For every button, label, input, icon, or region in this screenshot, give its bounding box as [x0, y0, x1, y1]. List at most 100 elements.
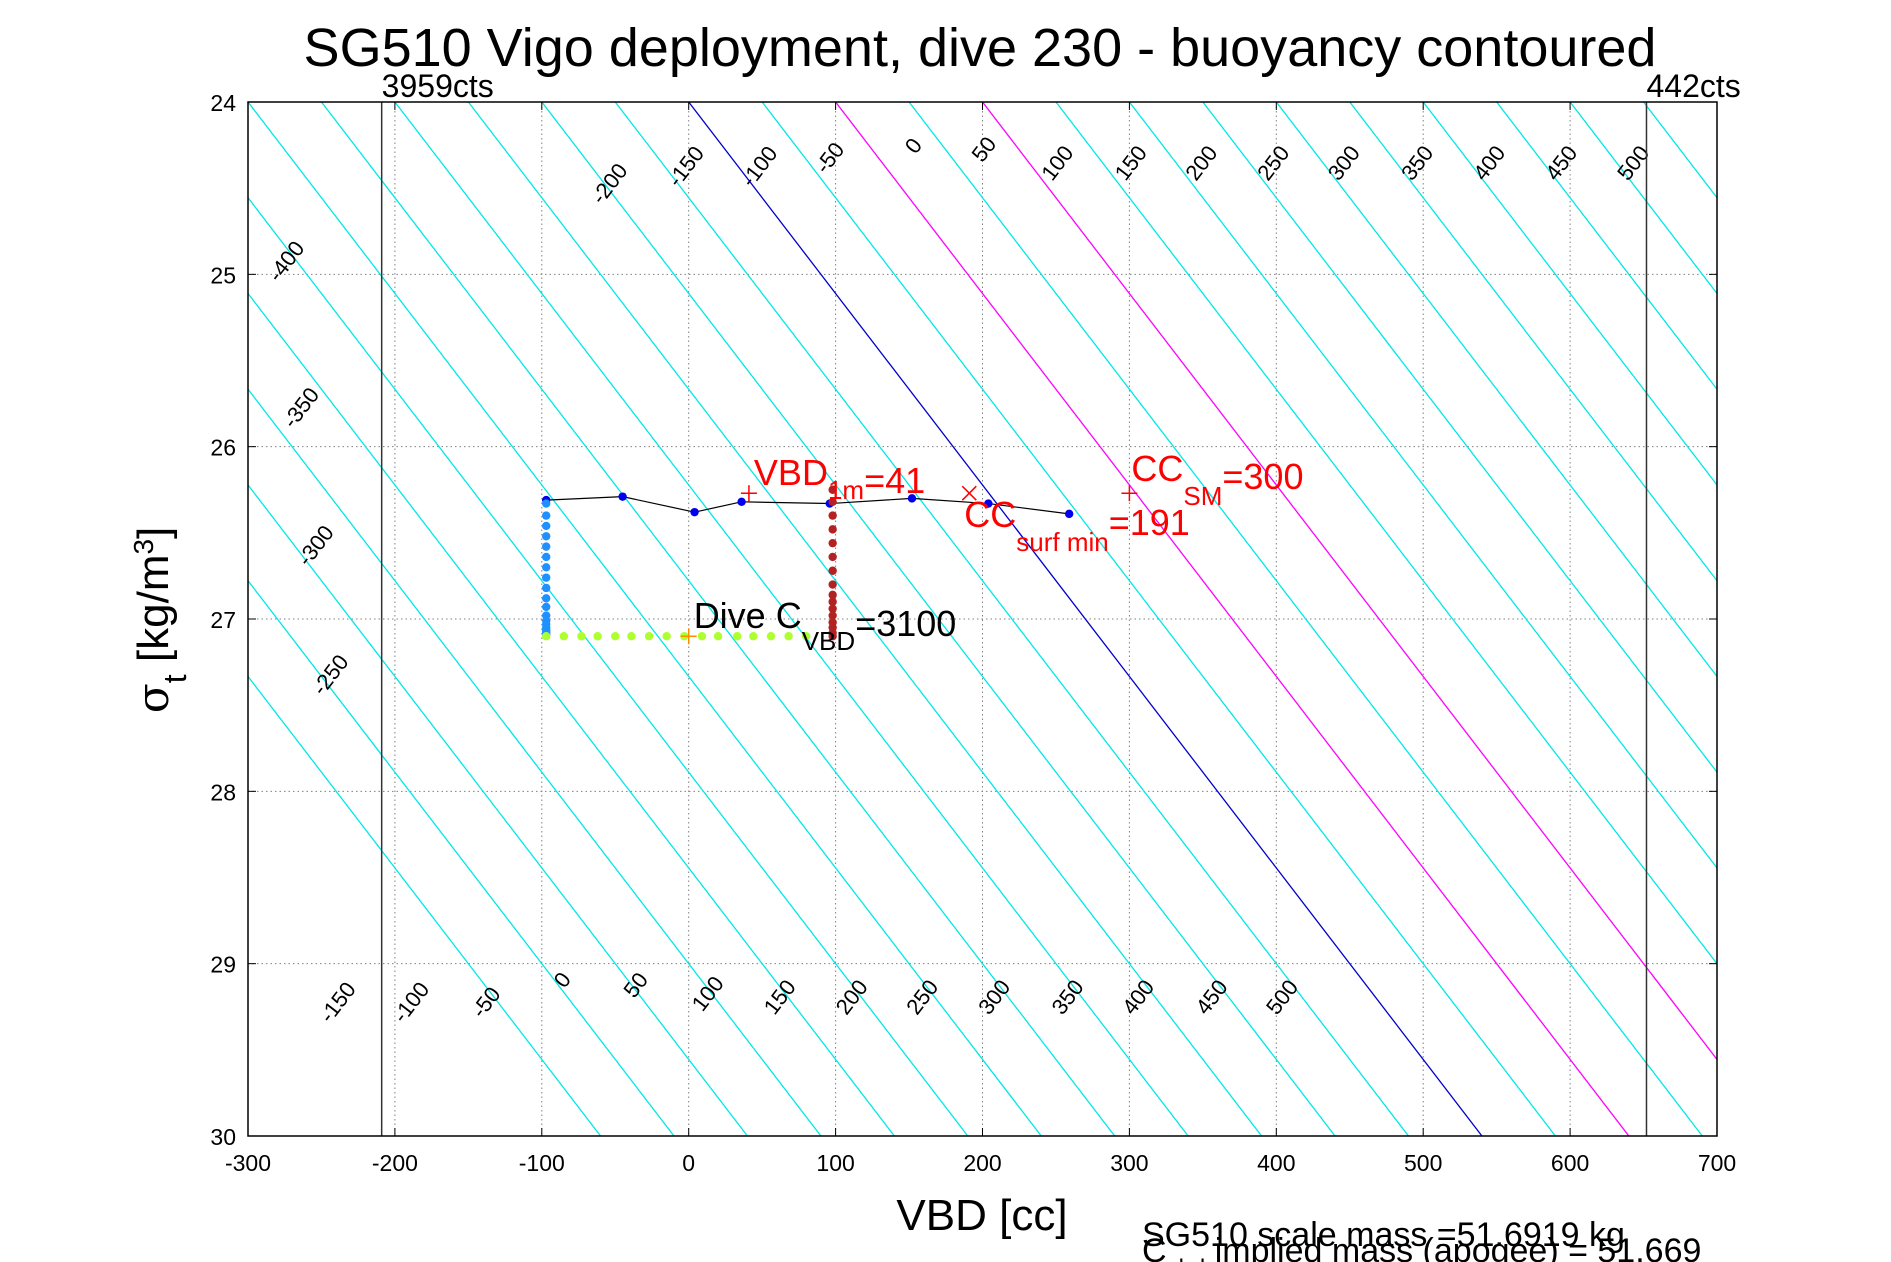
data-point: [697, 632, 707, 641]
data-point: [828, 597, 837, 606]
data-point: [662, 632, 671, 641]
contour-line: [761, 102, 1556, 1136]
marker-label: CCsurf min=191: [964, 494, 1190, 557]
contour-line: [981, 102, 1717, 1061]
data-point: [766, 632, 776, 641]
contour-line: [248, 483, 748, 1136]
marker-label-value: =191: [1109, 502, 1190, 543]
contour-line: [1275, 102, 1717, 678]
data-point: [542, 594, 551, 603]
contour-label: 350: [1047, 975, 1089, 1019]
x-tick-label: 0: [682, 1150, 695, 1176]
x-tick-label: 300: [1110, 1150, 1148, 1176]
data-point: [732, 632, 742, 641]
contour-line: [1202, 102, 1717, 774]
marker-label-value: =3100: [855, 603, 956, 644]
contour-label: 450: [1190, 975, 1232, 1019]
svg-text:σt [kg/m3]: σt [kg/m3]: [128, 527, 194, 714]
marker-label: CCSM=300: [1131, 448, 1303, 511]
data-series: [542, 485, 1074, 641]
contour-label: 300: [973, 975, 1015, 1019]
contour-line: [1128, 102, 1717, 869]
contour-label: 400: [1117, 975, 1159, 1019]
data-point: [737, 497, 746, 507]
data-point: [577, 632, 586, 641]
grid: [247, 101, 1718, 1137]
contour-label: 450: [1540, 141, 1582, 185]
data-point: [828, 632, 837, 641]
climb-line: [546, 496, 1070, 515]
data-point: [618, 492, 627, 501]
data-point: [627, 632, 636, 641]
contour-line: [1422, 102, 1717, 487]
contour-label: 150: [759, 975, 801, 1019]
contour-labels: -400 -350 -300 -250 -200 -150 -100 -50 0 50 100 150…: [263, 132, 1654, 1027]
y-label-sub: t: [157, 674, 193, 683]
contour-label: 0: [900, 133, 927, 158]
contour-label: -400: [263, 236, 310, 286]
data-point: [828, 580, 837, 589]
marker-label-sub: VBD: [802, 626, 855, 656]
contour-line: [248, 579, 675, 1136]
chart-title: SG510 Vigo deployment, dive 230 - buoyan…: [304, 18, 1657, 78]
contour-label: 50: [618, 968, 653, 1003]
x-tick-label: -300: [225, 1150, 271, 1176]
count-limit-label: 442cts: [1646, 68, 1740, 104]
data-point: [1064, 509, 1074, 519]
y-tick-label: 30: [210, 1124, 236, 1150]
contour-label: 500: [1261, 975, 1303, 1019]
implied-mass-main: C: [1142, 1232, 1167, 1262]
data-point: [542, 552, 551, 562]
contour-label: -100: [736, 141, 783, 191]
implied-mass-annotation: Cvbd implied mass (apogee) = 51.669: [1142, 1232, 1701, 1262]
contour-line: [908, 102, 1703, 1136]
contour-line: [1716, 102, 1717, 104]
count-limit-lines: 3959cts 442cts: [380, 68, 1741, 1136]
contour-line: [1643, 102, 1717, 199]
contours: [248, 102, 1717, 1136]
x-axis-label: VBD [cc]: [896, 1191, 1067, 1240]
scale-mass-annotation: SG510 scale mass =51.6919 kg: [1142, 1216, 1625, 1254]
contour-line: [1349, 102, 1717, 582]
data-point: [593, 632, 602, 641]
marker-label-value: =41: [864, 460, 925, 501]
contour-label: 150: [1110, 141, 1152, 185]
contour-label: 100: [1036, 141, 1078, 185]
y-label-main: σ: [128, 683, 179, 713]
data-point: [984, 499, 993, 508]
contour-label: 0: [549, 967, 576, 992]
data-point: [542, 511, 551, 520]
marker-label: Dive CVBD=3100: [694, 595, 957, 656]
x-tick-label: 600: [1551, 1150, 1589, 1176]
contour-line: [614, 102, 1410, 1136]
marker-label-main: CC: [964, 494, 1016, 535]
data-point: [542, 632, 551, 641]
data-point: [542, 499, 551, 508]
contour-line: [248, 675, 602, 1136]
data-point: [644, 632, 654, 641]
y-tick-label: 29: [210, 952, 236, 978]
data-point: [907, 494, 917, 503]
contour-line: [394, 102, 1189, 1136]
y-tick-label: 24: [210, 90, 236, 116]
contour-label: 250: [901, 975, 943, 1019]
contour-label: -150: [314, 977, 361, 1027]
contour-label: -200: [586, 159, 633, 209]
marker-label-main: VBD: [754, 452, 828, 493]
data-point: [542, 542, 551, 551]
contour-line: [688, 102, 1483, 1136]
data-point: [828, 611, 837, 620]
contour-line: [467, 102, 1263, 1136]
marker-x: [961, 485, 977, 501]
data-point: [828, 566, 837, 575]
contour-label: 250: [1252, 141, 1294, 185]
data-point: [542, 583, 551, 593]
data-point: [611, 632, 620, 641]
data-point: [542, 521, 551, 531]
contour-label: -300: [292, 520, 339, 570]
data-point: [542, 532, 551, 541]
contour-label: -150: [662, 141, 709, 191]
data-point: [828, 485, 837, 494]
